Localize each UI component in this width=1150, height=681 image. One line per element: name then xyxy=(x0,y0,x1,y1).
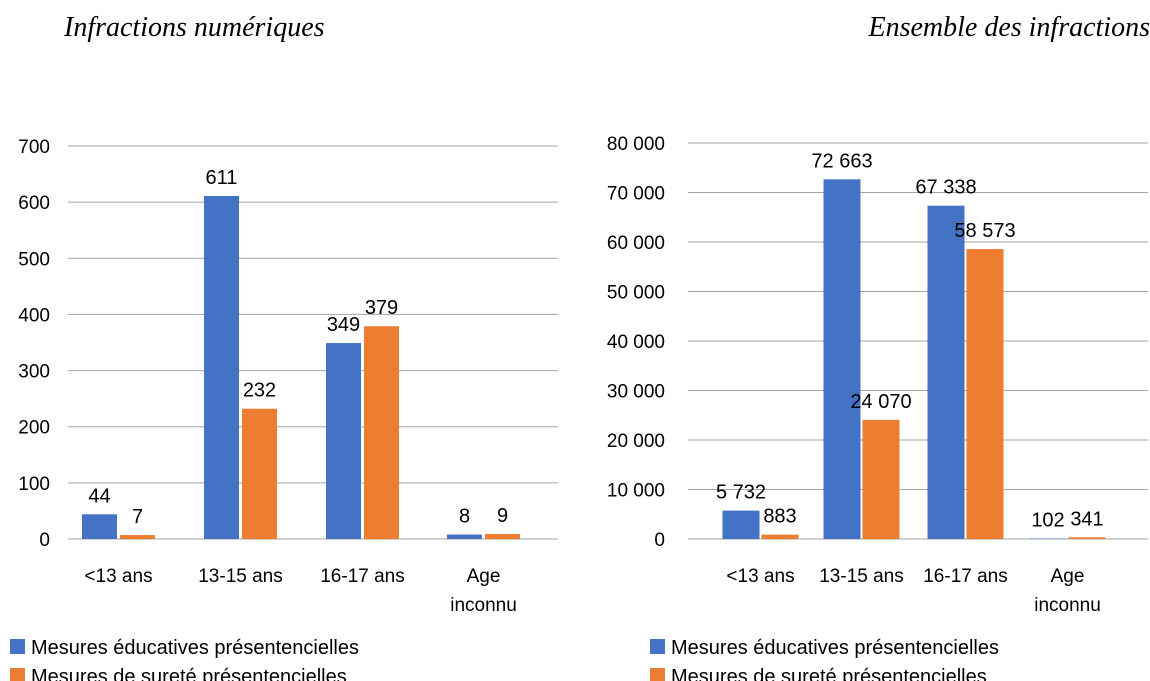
data-label: 883 xyxy=(763,506,796,528)
data-label: 611 xyxy=(206,167,238,189)
data-label: 9 xyxy=(497,505,508,527)
y-tick-label: 10 000 xyxy=(607,481,665,502)
x-tick-label: inconnu xyxy=(450,595,517,616)
chart-ensemble-infractions: 0 10 000 20 000 30 000 40 000 50 000 60 000 70 … xyxy=(607,134,1148,681)
bar xyxy=(447,534,482,539)
data-label: 232 xyxy=(243,380,276,402)
data-label: 102 xyxy=(1031,509,1064,531)
y-tick-label: 20 000 xyxy=(607,431,665,452)
bar xyxy=(761,534,799,539)
y-tick-label: 200 xyxy=(18,418,50,439)
legend-swatch xyxy=(10,639,25,654)
bar xyxy=(1029,538,1067,539)
x-tick-label: 16-17 ans xyxy=(923,566,1008,587)
x-tick-label: inconnu xyxy=(1034,595,1101,616)
data-label: 8 xyxy=(459,506,470,528)
bar xyxy=(485,533,520,539)
bar xyxy=(204,195,239,539)
x-tick-label: Age xyxy=(1051,566,1085,587)
x-tick-label: 13-15 ans xyxy=(198,566,283,587)
legend-swatch xyxy=(650,639,665,654)
bar xyxy=(82,514,117,539)
bar xyxy=(120,535,155,539)
bar xyxy=(326,343,361,539)
y-tick-label: 70 000 xyxy=(607,184,665,205)
legend-label: Mesures de sureté présentencielles xyxy=(671,666,987,681)
chart-infractions-numeriques: 010020030040050060070044611349872323799<… xyxy=(10,137,558,681)
bar xyxy=(966,249,1004,539)
y-tick-label: 400 xyxy=(18,305,50,326)
y-tick-label: 60 000 xyxy=(607,233,665,254)
legend-swatch xyxy=(650,668,665,681)
data-label: 44 xyxy=(88,485,110,507)
x-tick-label: 16-17 ans xyxy=(320,566,405,587)
y-tick-label: 100 xyxy=(18,474,50,495)
legend-swatch xyxy=(10,668,25,681)
x-tick-label: <13 ans xyxy=(84,566,152,587)
right-chart-title: Ensemble des infractions xyxy=(868,12,1150,43)
x-tick-label: Age xyxy=(467,566,501,587)
y-tick-label: 50 000 xyxy=(607,283,665,304)
y-tick-label: 600 xyxy=(18,193,50,214)
data-label: 5 732 xyxy=(716,482,766,504)
y-tick-label: 0 xyxy=(39,530,50,551)
legend-label: Mesures éducatives présentencielles xyxy=(31,637,359,659)
legend-label: Mesures de sureté présentencielles xyxy=(31,666,347,681)
bar xyxy=(242,408,277,539)
data-label: 72 663 xyxy=(811,150,872,172)
bar xyxy=(364,326,399,539)
y-tick-label: 30 000 xyxy=(607,382,665,403)
data-label: 349 xyxy=(327,314,360,336)
legend-label: Mesures éducatives présentencielles xyxy=(671,637,999,659)
x-tick-label: <13 ans xyxy=(726,566,794,587)
bar xyxy=(927,205,965,540)
data-label: 24 070 xyxy=(850,391,911,413)
y-tick-label: 0 xyxy=(654,530,665,551)
y-tick-label: 80 000 xyxy=(607,134,665,155)
left-chart-title: Infractions numériques xyxy=(64,12,325,43)
y-tick-label: 40 000 xyxy=(607,332,665,353)
data-label: 379 xyxy=(365,297,398,319)
data-label: 7 xyxy=(132,506,143,528)
y-tick-label: 500 xyxy=(18,249,50,270)
x-tick-label: 13-15 ans xyxy=(819,566,904,587)
bar xyxy=(862,419,900,539)
data-label: 58 573 xyxy=(954,220,1015,242)
y-tick-label: 300 xyxy=(18,362,50,383)
bar xyxy=(722,510,760,539)
data-label: 67 338 xyxy=(915,177,976,199)
bar xyxy=(1068,537,1106,539)
bar xyxy=(823,179,861,539)
y-tick-label: 700 xyxy=(18,137,50,158)
data-label: 341 xyxy=(1070,508,1103,530)
